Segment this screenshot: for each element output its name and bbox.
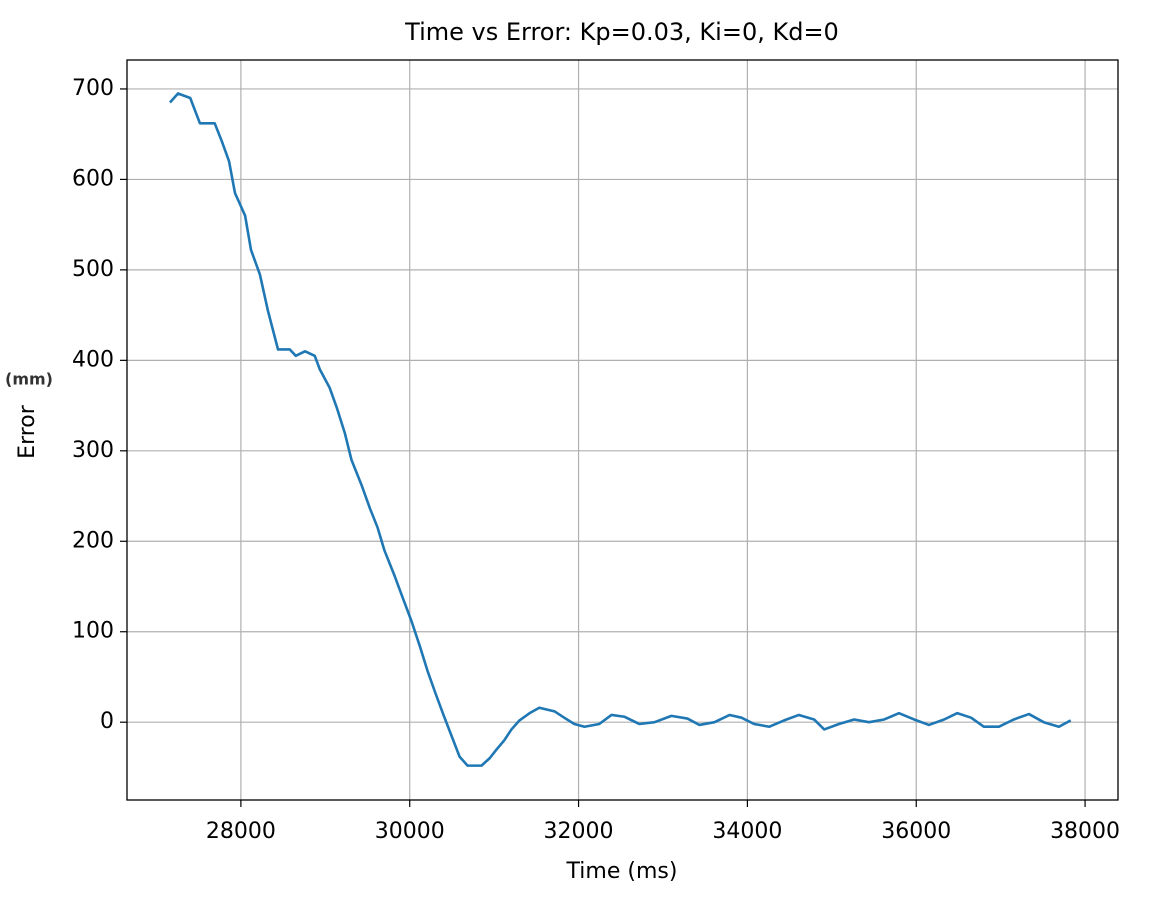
y-tick-label: 100 (72, 619, 114, 644)
y-tick-label: 600 (72, 166, 114, 191)
x-tick-label: 36000 (881, 819, 951, 844)
plot-frame (126, 59, 1119, 801)
y-unit-note: (mm) (5, 370, 53, 389)
x-axis-label: Time (ms) (566, 859, 678, 884)
y-tick-label: 400 (72, 347, 114, 372)
y-axis-label: Error (15, 404, 40, 459)
x-tick-label: 34000 (712, 819, 782, 844)
y-tick-label: 700 (72, 76, 114, 101)
y-tick-label: 500 (72, 257, 114, 282)
x-tick-label: 38000 (1050, 819, 1120, 844)
y-tick-label: 0 (100, 709, 114, 734)
x-tick-label: 28000 (206, 819, 276, 844)
y-tick-label: 300 (72, 438, 114, 463)
data-line (168, 92, 1072, 767)
y-tick-label: 200 (72, 528, 114, 553)
x-tick-label: 32000 (544, 819, 614, 844)
chart-title: Time vs Error: Kp=0.03, Ki=0, Kd=0 (404, 18, 839, 46)
x-tick-label: 30000 (375, 819, 445, 844)
